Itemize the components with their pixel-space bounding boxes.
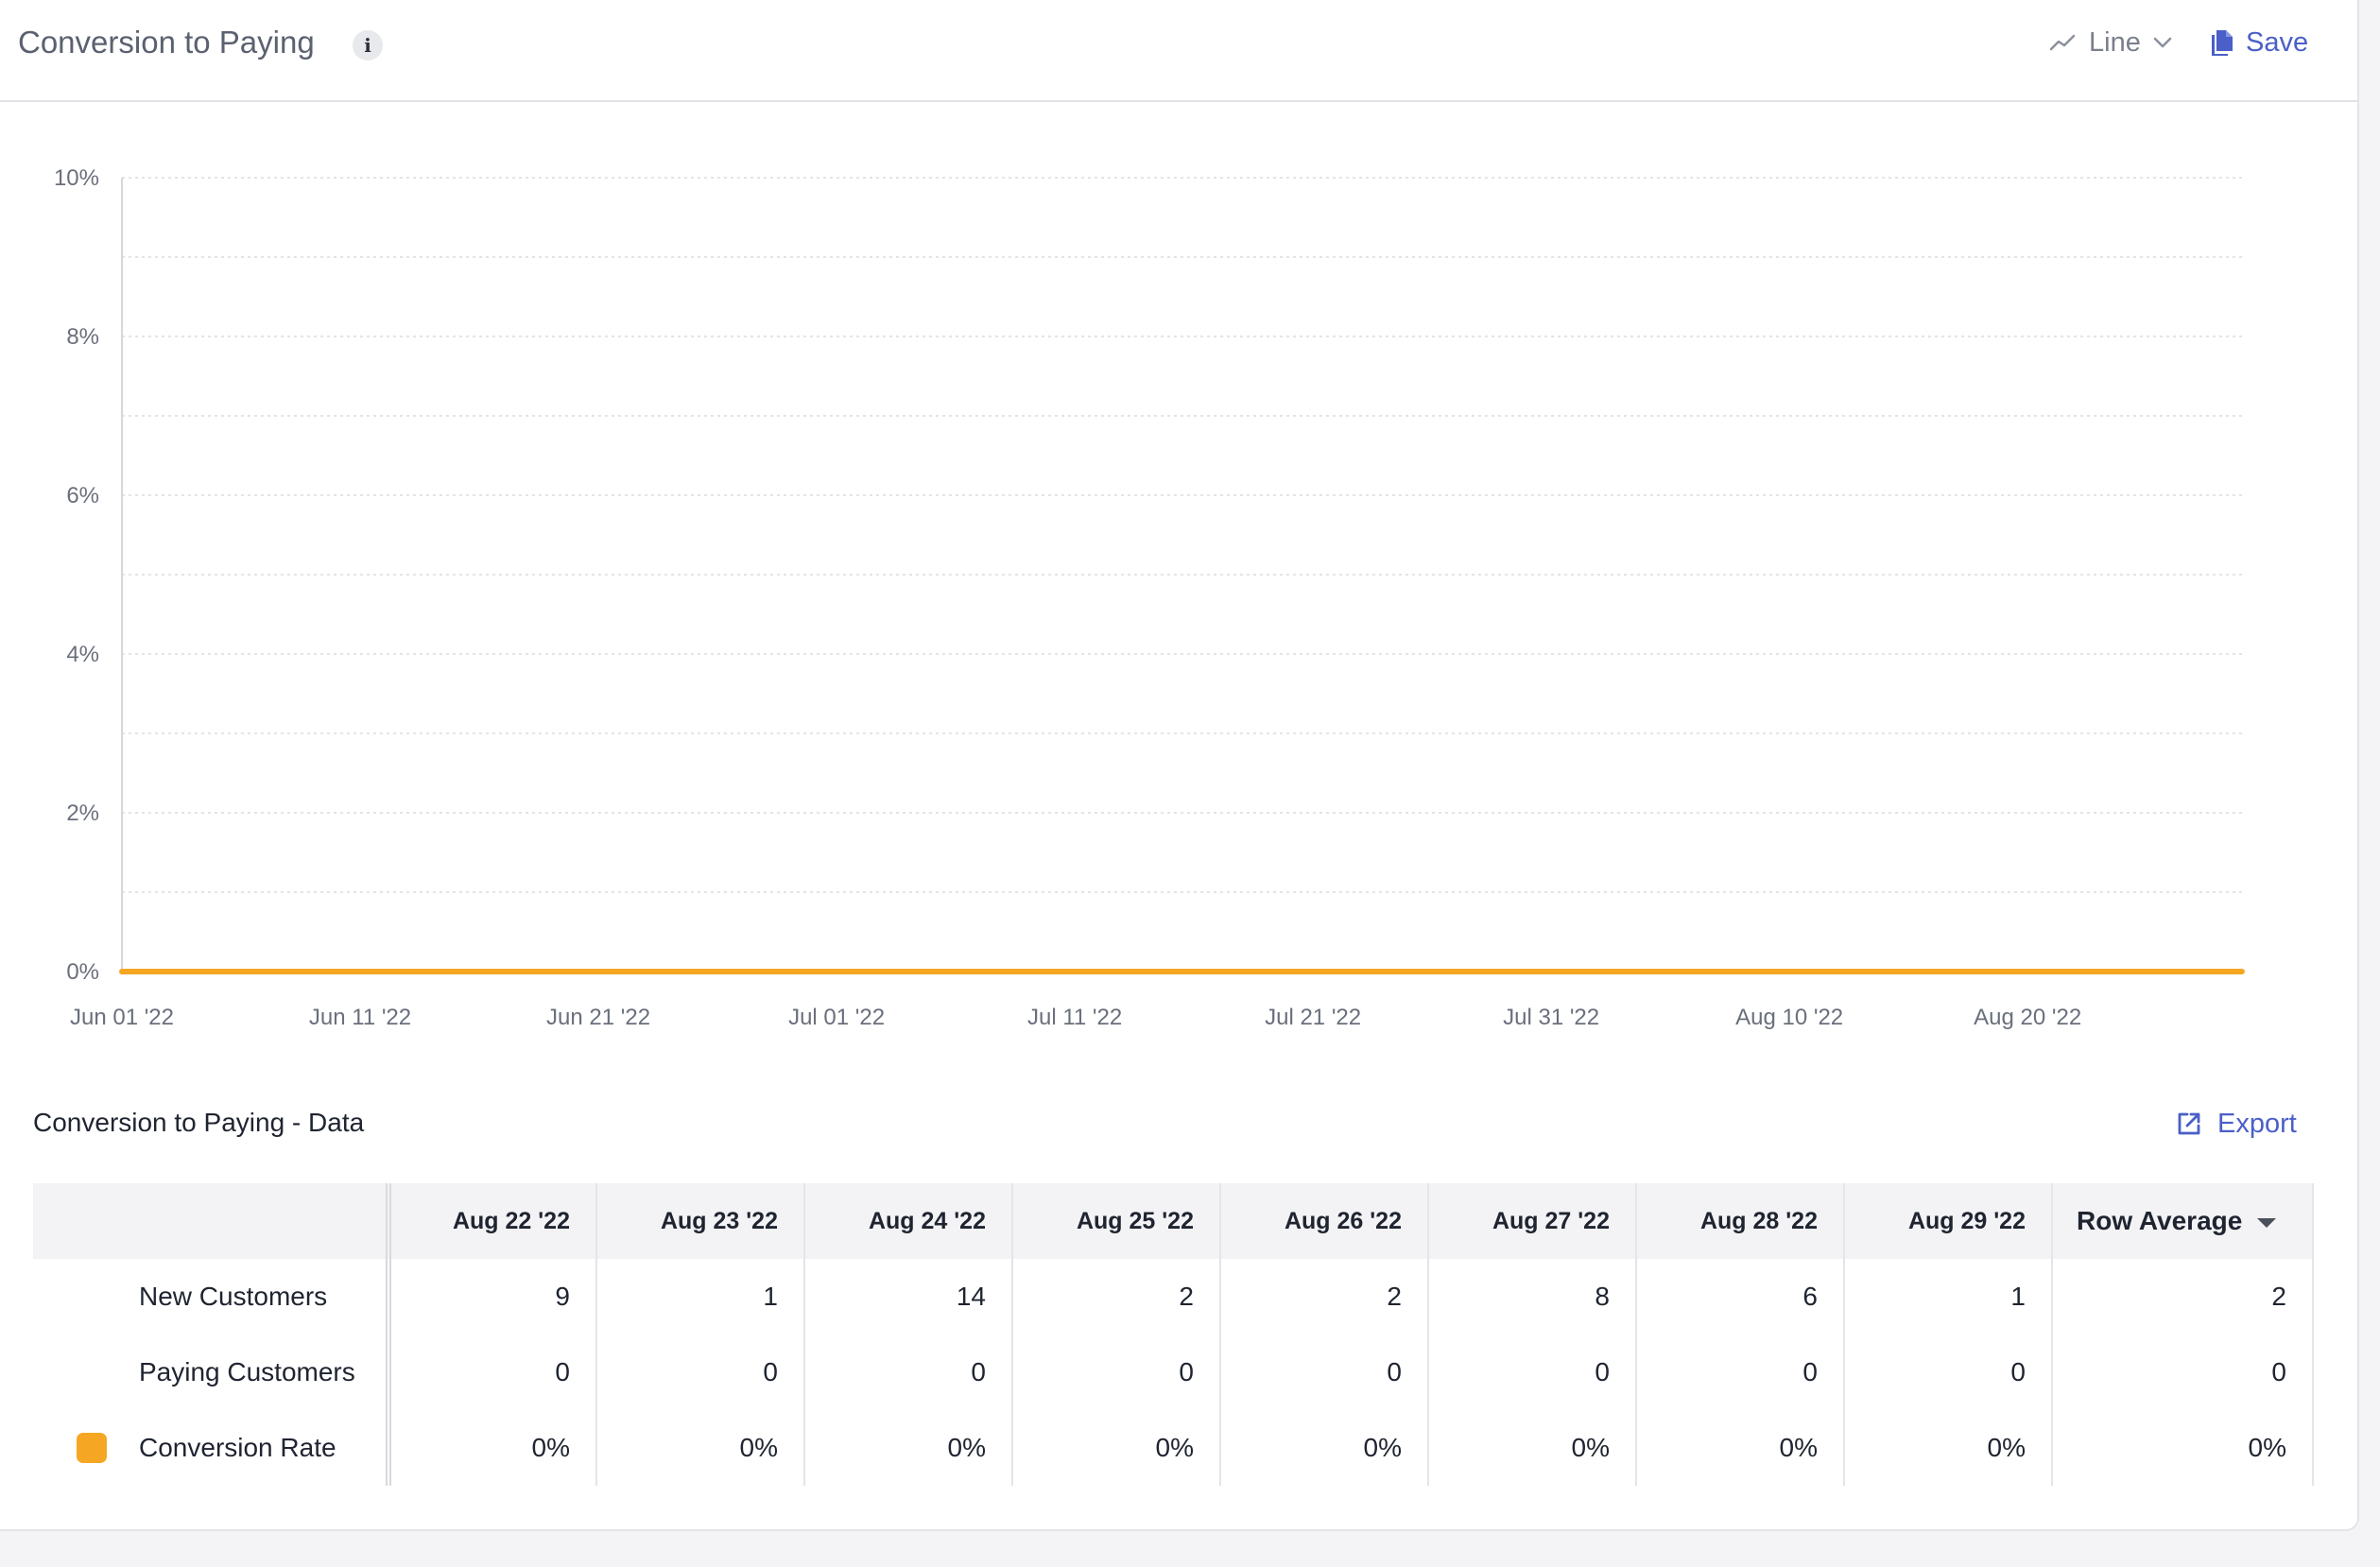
sort-caret-down-icon — [2257, 1217, 2277, 1228]
column-header[interactable]: Aug 28 '22 — [1636, 1183, 1845, 1259]
x-tick-label: Aug 10 '22 — [1735, 1005, 1843, 1030]
column-header[interactable]: Aug 27 '22 — [1428, 1183, 1637, 1259]
table-row: Conversion Rate 0% 0% 0% 0% 0% 0% 0% 0% … — [33, 1410, 2314, 1486]
table-cell: 0 — [1636, 1335, 1845, 1410]
table-header-row: Aug 22 '22 Aug 23 '22 Aug 24 '22 Aug 25 … — [33, 1183, 2314, 1259]
line-chart-icon — [2049, 34, 2076, 51]
table-cell: 6 — [1636, 1259, 1845, 1335]
y-tick-label: 6% — [66, 483, 99, 508]
table-cell: 2 — [1220, 1259, 1429, 1335]
y-tick-label: 4% — [66, 642, 99, 667]
table-cell: 0% — [1428, 1410, 1637, 1486]
x-tick-label: Jul 21 '22 — [1265, 1005, 1361, 1030]
row-label-cell: New Customers — [33, 1259, 391, 1335]
x-tick-label: Jun 21 '22 — [546, 1005, 650, 1030]
table-cell: 0% — [596, 1410, 805, 1486]
column-header[interactable]: Aug 24 '22 — [804, 1183, 1013, 1259]
row-label-cell: Paying Customers — [33, 1335, 391, 1410]
table-row: New Customers 9 1 14 2 2 8 6 1 2 — [33, 1259, 2314, 1335]
series-color-swatch[interactable] — [77, 1433, 107, 1463]
x-tick-label: Aug 20 '22 — [1974, 1005, 2081, 1030]
table-cell: 0% — [1636, 1410, 1845, 1486]
table-cell: 0% — [804, 1410, 1013, 1486]
chevron-down-icon — [2153, 37, 2172, 48]
row-label: New Customers — [139, 1282, 328, 1311]
chart-type-dropdown[interactable]: Line — [2049, 23, 2173, 62]
conversion-line-chart: 0% 2% 4% 6% 8% 10% Jun 01 '22 Jun 11 '22 Jun 21 … — [54, 165, 2245, 1030]
report-card: Conversion to Paying i Line Save 0% 2% 4% 6… — [0, 0, 2359, 1531]
table-cell: 8 — [1428, 1259, 1637, 1335]
table-cell: 0% — [388, 1410, 597, 1486]
export-label: Export — [2217, 1108, 2297, 1139]
table-cell: 0% — [1844, 1410, 2053, 1486]
x-tick-label: Jul 31 '22 — [1503, 1005, 1599, 1030]
column-header[interactable]: Aug 22 '22 — [388, 1183, 597, 1259]
x-tick-label: Jul 11 '22 — [1027, 1005, 1122, 1030]
table-cell: 14 — [804, 1259, 1013, 1335]
chart-type-label: Line — [2089, 26, 2141, 58]
table-cell: 2 — [1012, 1259, 1221, 1335]
header-corner-cell — [33, 1183, 391, 1259]
table-row: Paying Customers 0 0 0 0 0 0 0 0 0 — [33, 1335, 2314, 1410]
row-label: Conversion Rate — [139, 1433, 336, 1462]
data-table: Aug 22 '22 Aug 23 '22 Aug 24 '22 Aug 25 … — [33, 1183, 2314, 1486]
table-cell: 0 — [1844, 1335, 2053, 1410]
table-cell: 0% — [1220, 1410, 1429, 1486]
export-button[interactable]: Export — [2176, 1105, 2297, 1143]
row-average-cell: 2 — [2052, 1259, 2314, 1335]
table-cell: 0 — [388, 1335, 597, 1410]
save-report-icon — [2212, 30, 2233, 56]
table-cell: 0 — [1220, 1335, 1429, 1410]
x-tick-label: Jun 01 '22 — [70, 1005, 174, 1030]
row-average-header[interactable]: Row Average — [2052, 1183, 2314, 1259]
table-cell: 1 — [1844, 1259, 2053, 1335]
column-header[interactable]: Aug 23 '22 — [596, 1183, 805, 1259]
row-label: Paying Customers — [139, 1357, 355, 1386]
table-cell: 0 — [596, 1335, 805, 1410]
table-cell: 0 — [1012, 1335, 1221, 1410]
y-tick-label: 0% — [66, 959, 99, 985]
data-table-title: Conversion to Paying - Data — [33, 1108, 365, 1137]
row-average-cell: 0 — [2052, 1335, 2314, 1410]
y-tick-label: 10% — [54, 165, 99, 191]
table-cell: 0% — [1012, 1410, 1221, 1486]
save-button[interactable]: Save — [2210, 23, 2308, 62]
report-header: Conversion to Paying i Line Save — [0, 0, 2357, 102]
save-label: Save — [2246, 26, 2309, 58]
info-icon[interactable]: i — [353, 30, 383, 60]
column-header[interactable]: Aug 25 '22 — [1012, 1183, 1221, 1259]
external-link-icon — [2178, 1112, 2200, 1135]
column-header[interactable]: Aug 26 '22 — [1220, 1183, 1429, 1259]
report-title: Conversion to Paying — [18, 25, 315, 60]
table-cell: 1 — [596, 1259, 805, 1335]
table-cell: 0 — [1428, 1335, 1637, 1410]
column-header[interactable]: Aug 29 '22 — [1844, 1183, 2053, 1259]
row-average-label: Row Average — [2077, 1206, 2243, 1235]
row-label-cell: Conversion Rate — [33, 1410, 391, 1486]
row-average-cell: 0% — [2052, 1410, 2314, 1486]
table-cell: 0 — [804, 1335, 1013, 1410]
x-tick-label: Jul 01 '22 — [788, 1005, 885, 1030]
y-tick-label: 2% — [66, 801, 99, 826]
y-tick-label: 8% — [66, 324, 99, 350]
table-cell: 9 — [388, 1259, 597, 1335]
x-tick-label: Jun 11 '22 — [309, 1005, 411, 1030]
